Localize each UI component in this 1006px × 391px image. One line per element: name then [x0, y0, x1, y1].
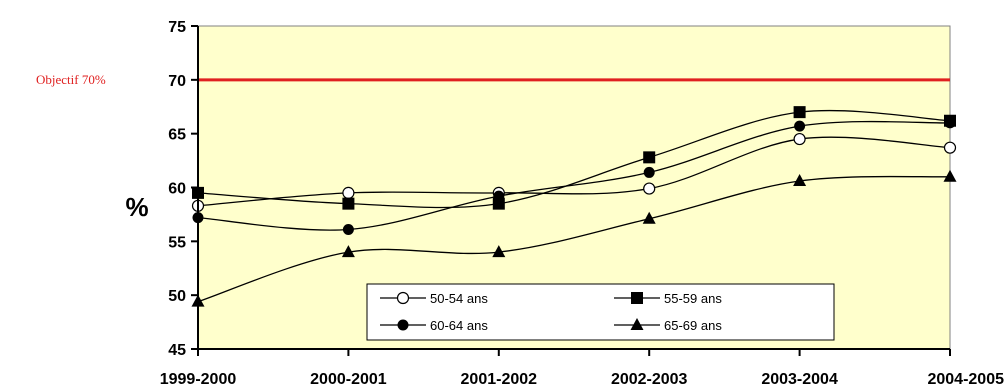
series-lines: [197, 109, 951, 303]
y-tick-label: 65: [168, 127, 186, 144]
point-50-54-ans: [342, 186, 355, 199]
y-tick-label: 50: [168, 288, 186, 305]
series-line-55-59-ans: [197, 109, 951, 209]
y-tick-label: 60: [168, 181, 186, 198]
x-tick-label: 2002-2003: [611, 371, 688, 388]
point-60-64-ans: [493, 190, 505, 202]
x-tick-label: 1999-2000: [160, 371, 237, 388]
y-ticks: 45 50 55 60 65 70 75: [168, 19, 198, 359]
target-line-group: Objectif 70%: [36, 72, 950, 87]
series-line-60-64-ans: [197, 120, 951, 231]
point-65-69-ans: [341, 245, 355, 258]
legend-label-65-69-ans: 65-69 ans: [664, 318, 722, 333]
point-65-69-ans: [793, 174, 807, 187]
legend-marker-50-54-ans: [396, 291, 410, 305]
target-label: Objectif 70%: [36, 72, 106, 87]
legend-marker-60-64-ans: [397, 319, 409, 331]
point-50-54-ans: [793, 132, 806, 146]
point-55-59-ans: [793, 106, 806, 119]
x-tick-label: 2001-2002: [461, 371, 538, 388]
series-line-50-54-ans: [197, 136, 951, 207]
y-tick-label: 70: [168, 73, 186, 90]
x-ticks: 1999-2000 2000-2001 2001-2002 2002-2003 2003…: [160, 349, 1004, 388]
point-55-59-ans: [643, 151, 656, 164]
legend-label-55-59-ans: 55-59 ans: [664, 291, 722, 306]
point-65-69-ans: [642, 211, 656, 224]
point-60-64-ans: [944, 117, 956, 129]
legend-label-50-54-ans: 50-54 ans: [430, 291, 488, 306]
y-tick-label: 75: [168, 19, 186, 36]
y-tick-label: 55: [168, 234, 186, 251]
point-60-64-ans: [794, 120, 806, 132]
point-55-59-ans: [342, 197, 355, 210]
point-50-54-ans: [643, 182, 656, 195]
series-line-65-69-ans: [197, 175, 951, 303]
point-60-64-ans: [342, 223, 354, 235]
x-tick-label: 2000-2001: [310, 371, 387, 388]
y-tick-label: 45: [168, 342, 186, 359]
legend: 50-54 ans 55-59 ans 60-64 ans 65-69 ans: [366, 283, 835, 341]
point-50-54-ans: [943, 141, 957, 154]
y-axis-label: %: [125, 192, 148, 222]
legend-marker-55-59-ans: [631, 292, 643, 304]
point-60-64-ans: [643, 166, 655, 178]
x-tick-label: 2004-2005: [927, 371, 1004, 388]
legend-box: [366, 283, 835, 341]
x-tick-label: 2003-2004: [761, 371, 838, 388]
point-65-69-ans: [943, 169, 957, 182]
legend-label-60-64-ans: 60-64 ans: [430, 318, 488, 333]
legend-marker-65-69-ans: [630, 318, 644, 330]
point-65-69-ans: [492, 245, 506, 258]
